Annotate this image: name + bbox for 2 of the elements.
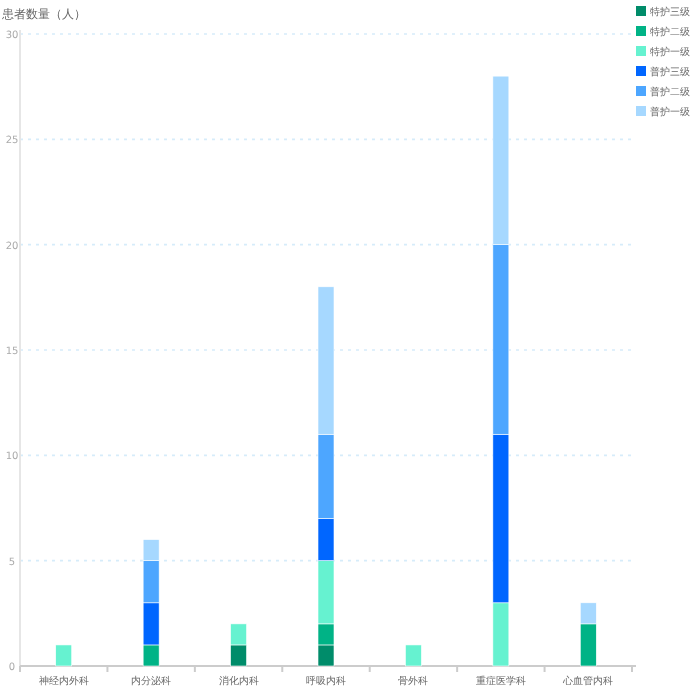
bar — [405, 644, 422, 667]
bar — [55, 644, 73, 667]
